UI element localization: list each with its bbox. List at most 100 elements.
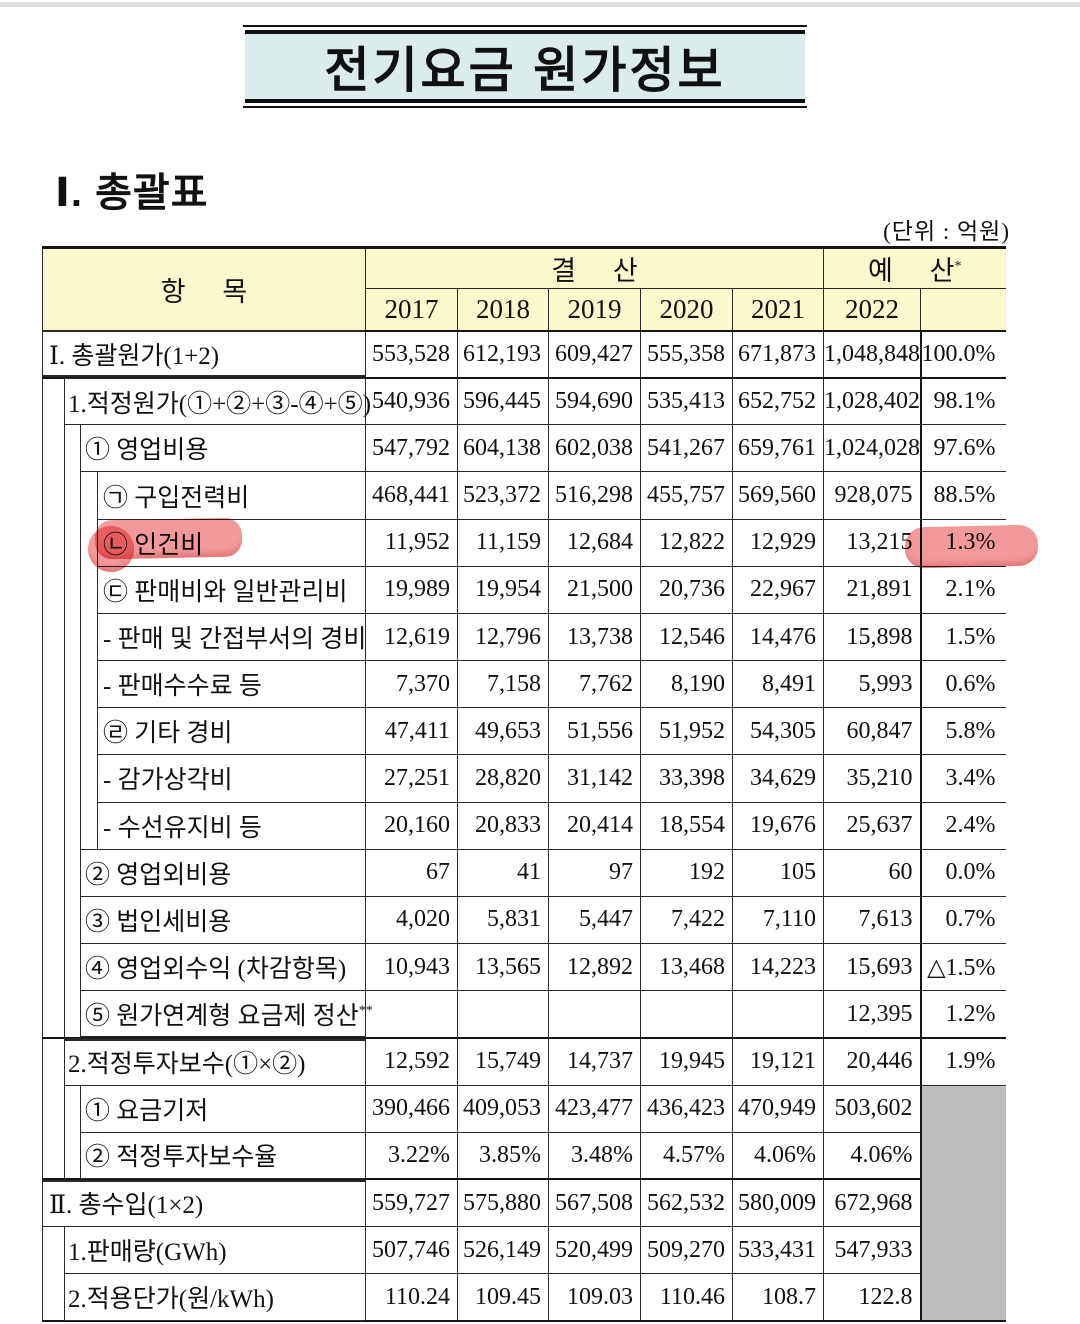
table-row: ③ 법인세비용 4,020 5,831 5,447 7,422 7,110 7,613 0.7… (42, 895, 1006, 945)
year-header: 2022 (823, 288, 922, 332)
value-cell: 12,929 (731, 518, 825, 567)
percent-cell: 5.8% (919, 707, 1006, 756)
value-cell: 54,305 (731, 707, 825, 756)
footnote-asterisks: ** (358, 1003, 373, 1019)
value-cell: 109.45 (457, 1273, 549, 1322)
value-cell: 553,528 (365, 329, 458, 379)
value-cell: 7,370 (365, 660, 458, 709)
value-cell: 192 (640, 848, 733, 897)
section-heading: Ⅰ. 총괄표 (55, 171, 209, 215)
row-label: 1.적정원가(①+②+③-④+⑤) (42, 377, 371, 425)
row-label: ㉢ 판매비와 일반관리비 (42, 565, 366, 615)
value-cell: 4.06% (731, 1131, 825, 1180)
table-row: Ⅱ. 총수입(1×2) 559,727 575,880 567,508 562,532 5… (42, 1178, 1006, 1229)
value-cell: 671,873 (731, 329, 825, 379)
percent-cell: 97.6% (919, 424, 1006, 473)
value-cell: 7,158 (457, 660, 549, 709)
value-cell: 12,546 (640, 612, 733, 662)
value-cell: 105 (731, 848, 825, 897)
row-label: Ⅱ. 총수입(1×2) (42, 1178, 366, 1229)
year-header: 2019 (548, 288, 641, 332)
value-cell: 25,637 (823, 801, 922, 850)
table-row: ④ 영업외수익 (차감항목) 10,943 13,565 12,892 13,468 14… (42, 943, 1006, 992)
value-cell: 3.22% (365, 1131, 458, 1180)
unit-note: (단위 : 억원) (883, 219, 1010, 244)
value-cell: 28,820 (457, 754, 549, 803)
value-cell: 10,943 (365, 943, 458, 992)
table-row: ① 영업비용 547,792 604,138 602,038 541,267 659,76… (42, 424, 1006, 473)
percent-cell: 1.5% (919, 612, 1006, 662)
value-cell: 19,121 (731, 1036, 825, 1086)
item-column-header: 항 목 (42, 247, 366, 331)
value-cell: 60 (823, 848, 922, 897)
row-label: ㉠ 구입전력비 (42, 471, 366, 520)
value-cell: 468,441 (365, 471, 458, 520)
value-cell: 3.85% (457, 1131, 549, 1180)
value-cell: 14,737 (548, 1036, 641, 1086)
percent-cell: 88.5% (919, 471, 1006, 520)
row-label: ④ 영업외수익 (차감항목) (42, 943, 366, 992)
table-row: - 판매 및 간접부서의 경비 12,619 12,796 13,738 12,546 1… (42, 612, 1006, 662)
percent-cell: 1.2% (919, 990, 1006, 1039)
value-cell: 409,053 (457, 1084, 549, 1133)
value-cell: 12,395 (823, 990, 922, 1039)
value-cell: 436,423 (640, 1084, 733, 1133)
value-cell: 535,413 (640, 377, 733, 426)
value-cell: 20,446 (823, 1036, 922, 1086)
value-cell: 27,251 (365, 754, 458, 803)
value-cell: 19,676 (731, 801, 825, 850)
value-cell: 4.06% (823, 1131, 922, 1180)
value-cell: 47,411 (365, 707, 458, 756)
value-cell: 523,372 (457, 471, 549, 520)
value-cell: 51,556 (548, 707, 641, 756)
value-cell: 14,476 (731, 612, 825, 662)
value-cell: 520,499 (548, 1225, 641, 1275)
table-row: 2.적정투자보수(①×②) 12,592 15,749 14,737 19,945 19,… (42, 1036, 1006, 1087)
row-label: ② 영업외비용 (42, 848, 366, 898)
value-cell: 1,028,402 (823, 377, 922, 426)
row-label: 1.판매량(GWh) (42, 1225, 366, 1275)
value-cell: 15,749 (457, 1036, 549, 1086)
table-row: 1.판매량(GWh) 507,746 526,149 520,499 509,270 53… (42, 1225, 1006, 1275)
value-cell: 555,358 (640, 329, 733, 379)
percent-cell: 0.7% (919, 895, 1006, 945)
value-cell: 11,952 (365, 518, 458, 567)
document-title-box: 전기요금 원가정보 (243, 25, 807, 108)
percent-cell: 1.9% (919, 1036, 1006, 1086)
value-cell: 51,952 (640, 707, 733, 756)
value-cell: 21,500 (548, 565, 641, 614)
value-cell: 41 (457, 848, 549, 897)
value-cell: 423,477 (548, 1084, 641, 1133)
value-cell: 533,431 (731, 1225, 825, 1275)
value-cell: 509,270 (640, 1225, 733, 1275)
row-label: ⑤ 원가연계형 요금제 정산** (42, 990, 373, 1038)
budget-group-header: 예 산* (823, 247, 1006, 289)
value-cell: 67 (365, 848, 458, 897)
value-cell: 11,159 (457, 518, 549, 567)
value-cell: 652,752 (731, 377, 825, 426)
value-cell: 540,936 (365, 377, 458, 426)
table-row: - 수선유지비 등 20,160 20,833 20,414 18,554 19,676 2… (42, 801, 1006, 850)
value-cell: 594,690 (548, 377, 641, 426)
percent-cell: 3.4% (919, 754, 1006, 803)
value-cell: 13,468 (640, 943, 733, 992)
value-cell: 110.24 (365, 1273, 458, 1322)
summary-table: 항 목 결 산 예 산* 2017 2018 2019 2020 2021 2022 Ⅰ.… (42, 246, 1006, 1322)
table-row: ㉣ 기타 경비 47,411 49,653 51,556 51,952 54,305 60,… (42, 707, 1006, 756)
value-cell: 559,727 (365, 1178, 458, 1227)
value-cell: 1,024,028 (823, 424, 922, 473)
table-row: ② 영업외비용 67 41 97 192 105 60 0.0% (42, 848, 1006, 898)
value-cell: 580,009 (731, 1178, 825, 1227)
value-cell: 7,110 (731, 895, 825, 945)
value-cell: 33,398 (640, 754, 733, 803)
table-row: 1.적정원가(①+②+③-④+⑤) 540,936 596,445 594,690 53… (42, 377, 1006, 426)
value-cell: 503,602 (823, 1084, 922, 1133)
row-label: ㉣ 기타 경비 (42, 707, 366, 756)
value-cell: 12,592 (365, 1036, 458, 1086)
value-cell (457, 990, 549, 1039)
value-cell: 20,833 (457, 801, 549, 850)
value-cell: 659,761 (731, 424, 825, 473)
value-cell: 596,445 (457, 377, 549, 426)
value-cell: 507,746 (365, 1225, 458, 1275)
value-cell: 547,933 (823, 1225, 922, 1275)
